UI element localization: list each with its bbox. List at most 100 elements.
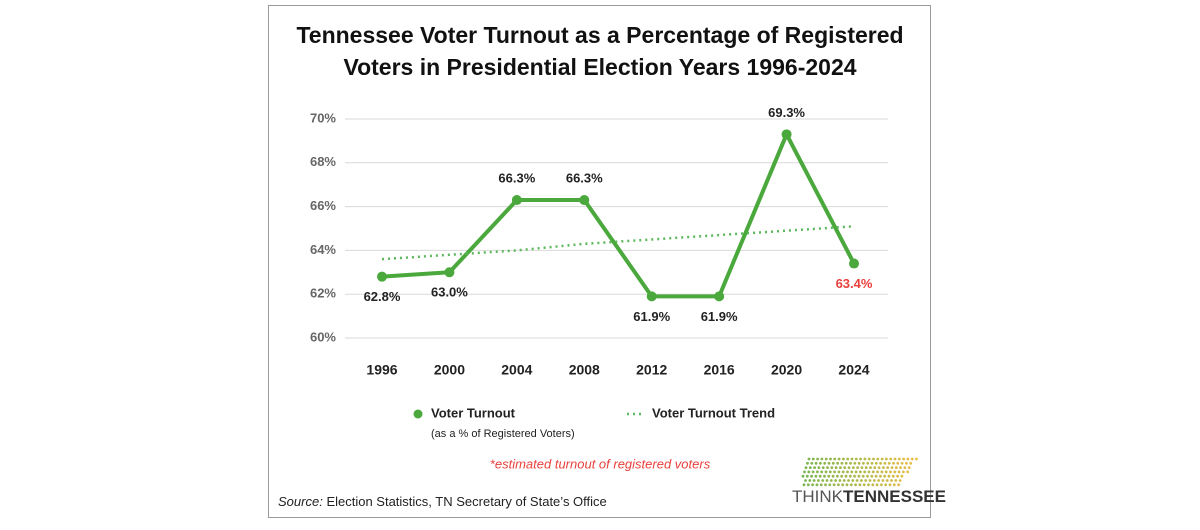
logo-dot: [837, 457, 841, 461]
logo-dot: [883, 474, 887, 478]
source-label: Source:: [278, 494, 323, 509]
logo-dot: [817, 479, 820, 482]
logo-dot: [831, 474, 835, 478]
logo-dot: [849, 483, 853, 487]
logo-dot: [812, 479, 816, 482]
logo-dot: [874, 474, 878, 478]
logo-dot: [831, 461, 835, 465]
logo-dot: [805, 474, 809, 478]
logo-dot: [867, 483, 870, 487]
data-label: 63.4%: [836, 276, 873, 291]
logo-dot: [833, 470, 836, 474]
logo-dot: [819, 461, 822, 465]
logo-dot: [900, 461, 904, 465]
logo-dot: [845, 483, 849, 487]
data-point: [511, 195, 522, 206]
data-label: 61.9%: [701, 309, 738, 324]
logo-dot: [909, 461, 913, 465]
logo-dot: [887, 461, 891, 465]
logo-graphic: [801, 457, 918, 487]
logo-tennessee: TENNESSEE: [843, 487, 946, 506]
logo-dot: [840, 474, 844, 478]
logo-dot: [863, 457, 867, 461]
logo-dot: [825, 479, 829, 482]
y-tick-label: 70%: [310, 110, 336, 125]
logo-dot: [883, 461, 887, 465]
y-tick-label: 60%: [310, 329, 336, 344]
logo-dot: [903, 466, 907, 469]
logo-dot: [896, 474, 899, 478]
logo-dot: [881, 479, 885, 482]
chart-title: Tennessee Voter Turnout as a Percentage …: [296, 22, 903, 48]
logo-dot: [890, 479, 893, 482]
logo-dot: [815, 483, 819, 487]
logo-dot: [828, 470, 832, 474]
data-label: 66.3%: [498, 170, 535, 185]
source: Source: Election Statistics, TN Secretar…: [278, 494, 607, 509]
logo-dot: [838, 479, 842, 482]
logo-dot: [820, 457, 824, 461]
x-tick-label: 2012: [636, 362, 667, 378]
logo-dot: [846, 470, 849, 474]
logo-dot: [836, 461, 839, 465]
data-point: [849, 258, 859, 269]
card-border: [268, 5, 931, 518]
logo-dot: [890, 466, 894, 469]
logo-dot: [861, 474, 865, 478]
logo-dot: [873, 466, 877, 469]
logo-dot: [897, 483, 900, 487]
logo-dot: [886, 466, 890, 469]
data-point: [646, 291, 657, 302]
logo-dot: [859, 470, 862, 474]
logo-dot: [841, 470, 845, 474]
legend-swatch: [413, 409, 423, 419]
y-tick-label: 62%: [310, 286, 336, 301]
logo-dot: [807, 457, 811, 461]
logo-dot: [880, 457, 884, 461]
y-tick-label: 64%: [310, 242, 336, 257]
logo-dot: [853, 461, 857, 465]
logo-dot: [905, 461, 908, 465]
x-tick-label: 2004: [501, 362, 532, 378]
y-tick-label: 66%: [310, 198, 336, 213]
logo-dot: [858, 483, 862, 487]
logo-dot: [892, 461, 895, 465]
logo-dot: [871, 483, 875, 487]
logo-dot: [862, 483, 866, 487]
logo-dot: [844, 474, 848, 478]
footnote: *estimated turnout of registered voters: [490, 456, 711, 471]
logo-dot: [906, 457, 910, 461]
logo-dot: [828, 483, 832, 487]
logo-dot: [899, 466, 902, 469]
logo-dot: [857, 474, 861, 478]
x-tick-label: 2016: [704, 362, 735, 378]
logo-dot: [870, 474, 874, 478]
data-line: [380, 132, 856, 299]
logo-dot: [879, 474, 882, 478]
logo-dot: [834, 466, 838, 469]
logo-dot: [882, 466, 885, 469]
logo-dot: [876, 470, 879, 474]
logo-dot: [850, 470, 854, 474]
logo-think: THINK: [792, 487, 844, 506]
data-point: [781, 129, 792, 140]
logo-dot: [856, 466, 859, 469]
logo-dot: [806, 461, 809, 465]
logo-dot: [892, 483, 896, 487]
logo-dot: [889, 457, 893, 461]
logo-dot: [866, 474, 869, 478]
logo-dot: [823, 474, 826, 478]
logo-dot: [827, 474, 831, 478]
logo-dot: [877, 479, 880, 482]
legend-label: Voter Turnout: [431, 405, 516, 420]
logo-dot: [896, 461, 900, 465]
logo-dot: [811, 470, 815, 474]
logo-dot: [832, 483, 836, 487]
logo-dot: [869, 466, 872, 469]
logo-dot: [829, 479, 833, 482]
logo-dot: [867, 470, 871, 474]
logo-dot: [860, 466, 864, 469]
logo-dot: [824, 457, 828, 461]
data-point: [377, 271, 387, 282]
logo-dot: [866, 461, 870, 465]
